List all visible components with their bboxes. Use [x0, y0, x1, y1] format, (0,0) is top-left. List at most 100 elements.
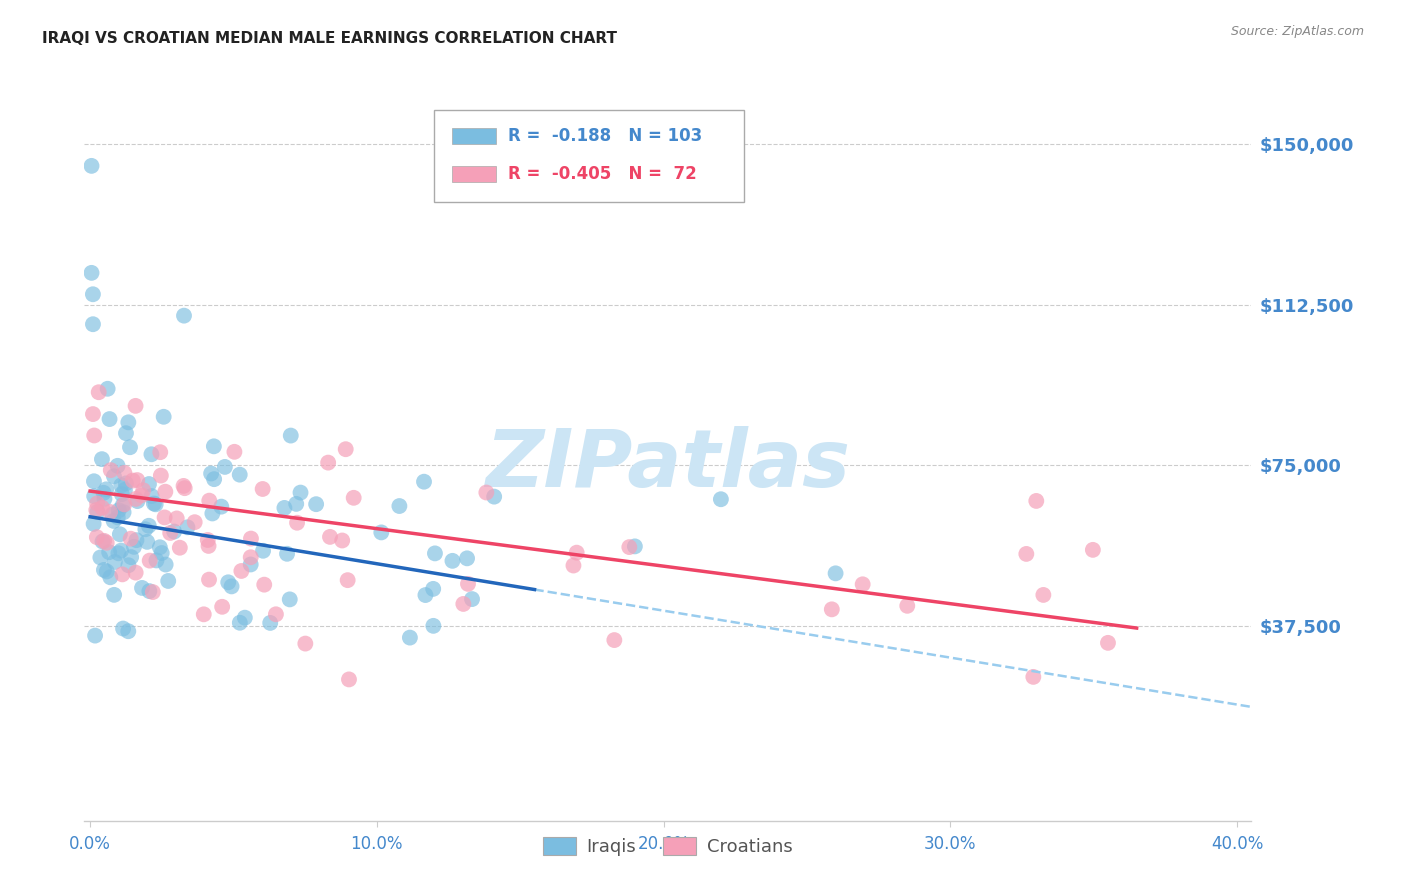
- Point: [562, 558, 585, 573]
- Point: [118, 440, 141, 454]
- Point: [388, 499, 411, 513]
- Point: [565, 546, 588, 560]
- Point: [183, 515, 205, 529]
- Point: [233, 610, 256, 624]
- Point: [211, 599, 233, 614]
- Point: [136, 534, 159, 549]
- Point: [103, 469, 125, 483]
- Point: [852, 577, 875, 591]
- Point: [96, 483, 118, 497]
- Point: [84, 629, 107, 643]
- Point: [98, 505, 121, 519]
- Point: [603, 633, 626, 648]
- Point: [157, 574, 180, 588]
- Point: [82, 317, 104, 331]
- Point: [82, 407, 104, 421]
- Point: [112, 497, 135, 511]
- Point: [305, 497, 328, 511]
- Point: [124, 399, 146, 413]
- Point: [134, 522, 156, 536]
- Point: [824, 566, 846, 581]
- Point: [138, 518, 160, 533]
- Point: [120, 532, 142, 546]
- Point: [93, 491, 115, 506]
- Point: [294, 637, 316, 651]
- Point: [125, 491, 148, 506]
- Point: [316, 456, 339, 470]
- Point: [214, 459, 236, 474]
- Point: [319, 530, 342, 544]
- Point: [142, 585, 165, 599]
- Point: [399, 631, 422, 645]
- Point: [86, 505, 108, 519]
- Point: [98, 570, 121, 584]
- Point: [413, 475, 436, 489]
- Text: IRAQI VS CROATIAN MEDIAN MALE EARNINGS CORRELATION CHART: IRAQI VS CROATIAN MEDIAN MALE EARNINGS C…: [42, 31, 617, 46]
- Point: [619, 540, 641, 554]
- FancyBboxPatch shape: [434, 110, 744, 202]
- Point: [93, 485, 115, 500]
- Point: [710, 492, 733, 507]
- Point: [197, 539, 219, 553]
- Point: [87, 385, 110, 400]
- Point: [86, 496, 108, 510]
- Point: [83, 489, 105, 503]
- Point: [224, 445, 246, 459]
- Point: [141, 447, 163, 461]
- Point: [103, 514, 125, 528]
- Point: [209, 500, 232, 514]
- Point: [80, 266, 103, 280]
- Point: [335, 442, 357, 457]
- Point: [107, 546, 129, 560]
- Point: [285, 497, 308, 511]
- Point: [145, 497, 167, 511]
- Point: [441, 554, 464, 568]
- Point: [173, 481, 195, 495]
- Legend: Iraqis, Croatians: Iraqis, Croatians: [536, 830, 800, 863]
- Point: [122, 540, 145, 554]
- Point: [173, 309, 195, 323]
- Point: [239, 532, 262, 546]
- Point: [110, 543, 132, 558]
- Point: [217, 575, 239, 590]
- Point: [138, 584, 160, 599]
- Point: [278, 592, 301, 607]
- Point: [422, 619, 444, 633]
- Point: [821, 602, 844, 616]
- Bar: [451, 166, 496, 183]
- Point: [138, 553, 160, 567]
- Point: [155, 484, 177, 499]
- Point: [200, 467, 222, 481]
- Point: [90, 452, 112, 467]
- Point: [91, 500, 114, 515]
- Point: [276, 547, 298, 561]
- Point: [103, 588, 125, 602]
- Point: [98, 545, 121, 559]
- Point: [229, 615, 252, 630]
- Point: [423, 546, 446, 560]
- Point: [120, 550, 142, 565]
- Point: [166, 511, 188, 525]
- Point: [475, 485, 498, 500]
- Point: [173, 479, 195, 493]
- Point: [198, 573, 221, 587]
- Point: [86, 530, 108, 544]
- Point: [193, 607, 215, 622]
- Point: [114, 483, 136, 497]
- Point: [159, 525, 181, 540]
- Point: [117, 415, 139, 429]
- Point: [336, 573, 359, 587]
- Point: [96, 535, 118, 549]
- Point: [125, 533, 148, 548]
- Point: [198, 493, 221, 508]
- Point: [155, 558, 177, 572]
- Point: [280, 428, 302, 442]
- Point: [131, 488, 153, 502]
- Point: [83, 428, 105, 442]
- Point: [127, 494, 149, 508]
- Point: [93, 563, 115, 577]
- Text: Source: ZipAtlas.com: Source: ZipAtlas.com: [1230, 25, 1364, 38]
- Point: [153, 510, 176, 524]
- Point: [112, 505, 135, 519]
- Bar: [451, 128, 496, 144]
